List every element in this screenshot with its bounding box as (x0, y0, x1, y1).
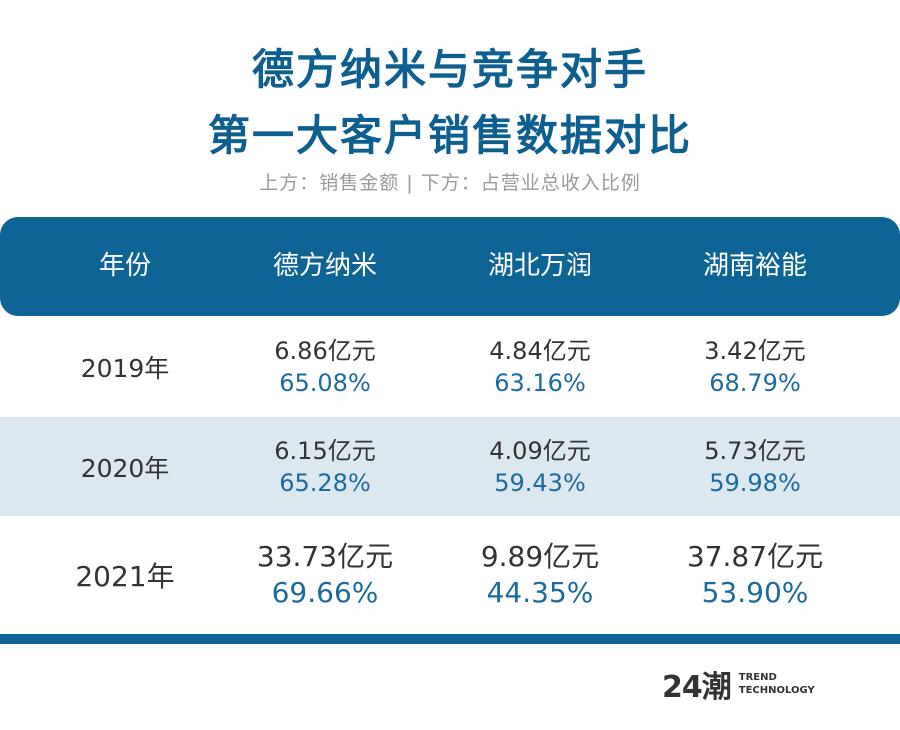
sales-amount: 6.86亿元 (274, 336, 376, 365)
data-cell: 6.86亿元 65.08% (215, 317, 435, 416)
logo-text-line1: TREND (738, 672, 777, 683)
year-label: 2019年 (80, 353, 170, 383)
logo-text: TREND TECHNOLOGY (739, 671, 815, 697)
sales-amount: 4.09亿元 (489, 436, 591, 465)
sales-amount: 9.89亿元 (480, 539, 600, 573)
year-cell: 2019年 (15, 317, 235, 416)
sales-amount: 37.87亿元 (686, 539, 824, 573)
data-cell: 9.89亿元 44.35% (430, 517, 650, 632)
sales-amount: 6.15亿元 (274, 436, 376, 465)
revenue-share: 59.43% (494, 468, 586, 497)
year-cell: 2021年 (15, 517, 235, 632)
data-cell: 5.73亿元 59.98% (645, 417, 865, 516)
data-cell: 33.73亿元 69.66% (215, 517, 435, 632)
table-row: 2019年 6.86亿元 65.08% 4.84亿元 63.16% 3.42亿元 68.79… (0, 317, 900, 416)
sales-amount: 5.73亿元 (704, 436, 806, 465)
sales-amount: 4.84亿元 (489, 336, 591, 365)
data-cell: 4.84亿元 63.16% (430, 317, 650, 416)
year-label: 2021年 (75, 559, 175, 593)
revenue-share: 68.79% (709, 368, 801, 397)
title-line-2: 第一大客户销售数据对比 (207, 111, 692, 160)
sales-amount: 33.73亿元 (256, 539, 394, 573)
revenue-share: 69.66% (271, 575, 379, 609)
table-header: 年份 德方纳米 湖北万润 湖南裕能 (0, 217, 900, 316)
data-cell: 3.42亿元 68.79% (645, 317, 865, 416)
revenue-share: 65.08% (279, 368, 371, 397)
column-header-year: 年份 (98, 251, 151, 281)
revenue-share: 44.35% (486, 575, 594, 609)
logo-mark: 24潮 (662, 670, 732, 705)
data-cell: 37.87亿元 53.90% (645, 517, 865, 632)
title-line-1: 德方纳米与竞争对手 (251, 45, 648, 94)
revenue-share: 65.28% (279, 468, 371, 497)
data-cell: 6.15亿元 65.28% (215, 417, 435, 516)
column-header-hubei-wanrun: 湖北万润 (487, 251, 592, 281)
column-header-defang: 德方纳米 (272, 251, 377, 281)
logo-text-line2: TECHNOLOGY (738, 685, 815, 696)
column-header-hunan-yuneng: 湖南裕能 (702, 251, 807, 281)
subtitle: 上方：销售金额 | 下方：占营业总收入比例 (259, 172, 641, 194)
revenue-share: 59.98% (709, 468, 801, 497)
year-label: 2020年 (80, 453, 170, 483)
revenue-share: 63.16% (494, 368, 586, 397)
logo: 24潮 TREND TECHNOLOGY (662, 662, 815, 706)
bottom-bar (0, 634, 900, 644)
data-cell: 4.09亿元 59.43% (430, 417, 650, 516)
year-cell: 2020年 (15, 417, 235, 516)
revenue-share: 53.90% (701, 575, 809, 609)
sales-amount: 3.42亿元 (704, 336, 806, 365)
table-row: 2020年 6.15亿元 65.28% 4.09亿元 59.43% 5.73亿元 59.98… (0, 417, 900, 516)
table-row: 2021年 33.73亿元 69.66% 9.89亿元 44.35% 37.87亿元 53.… (0, 517, 900, 632)
